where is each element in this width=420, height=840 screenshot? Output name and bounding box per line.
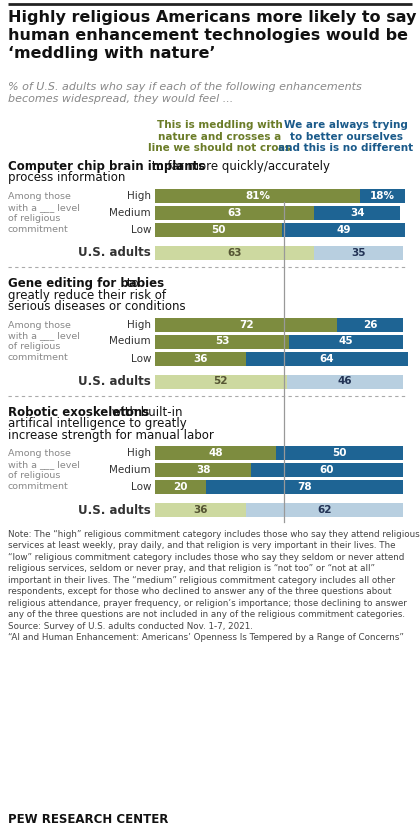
Text: U.S. adults: U.S. adults: [78, 246, 151, 260]
Text: 36: 36: [193, 505, 208, 515]
Text: to: to: [123, 277, 139, 290]
Text: Low: Low: [131, 482, 151, 492]
Bar: [155, 351, 246, 365]
Text: PEW RESEARCH CENTER: PEW RESEARCH CENTER: [8, 813, 168, 826]
Text: High: High: [127, 448, 151, 458]
Text: serious diseases or conditions: serious diseases or conditions: [8, 300, 186, 313]
Bar: [155, 463, 251, 477]
Text: 72: 72: [239, 319, 253, 329]
Text: High: High: [127, 319, 151, 329]
Text: 45: 45: [339, 337, 353, 346]
Text: Highly religious Americans more likely to say certain
human enhancement technolo: Highly religious Americans more likely t…: [8, 10, 420, 61]
Text: Computer chip brain implants: Computer chip brain implants: [8, 160, 205, 173]
Text: 46: 46: [337, 376, 352, 386]
Bar: [155, 446, 276, 460]
Text: Medium: Medium: [109, 208, 151, 218]
Text: 52: 52: [213, 376, 228, 386]
Text: 60: 60: [320, 465, 334, 475]
Bar: [337, 318, 403, 332]
Text: Note: The “high” religious commitment category includes those who say they atten: Note: The “high” religious commitment ca…: [8, 530, 420, 642]
Bar: [155, 375, 286, 388]
Bar: [246, 351, 408, 365]
Text: Gene editing for babies: Gene editing for babies: [8, 277, 164, 290]
Text: Medium: Medium: [109, 337, 151, 346]
Text: artifical intelligence to greatly: artifical intelligence to greatly: [8, 417, 187, 430]
Bar: [155, 318, 337, 332]
Text: 63: 63: [228, 208, 242, 218]
Text: process information: process information: [8, 171, 126, 185]
Text: increase strength for manual labor: increase strength for manual labor: [8, 428, 214, 442]
Text: U.S. adults: U.S. adults: [78, 375, 151, 388]
Text: Among those
with a ___ level
of religious
commitment: Among those with a ___ level of religiou…: [8, 449, 80, 491]
Bar: [315, 246, 403, 260]
Text: to far more quickly/accurately: to far more quickly/accurately: [148, 160, 330, 173]
Bar: [251, 463, 403, 477]
Bar: [155, 223, 281, 237]
Text: greatly reduce their risk of: greatly reduce their risk of: [8, 288, 166, 302]
Text: with built-in: with built-in: [108, 406, 183, 418]
Text: Medium: Medium: [109, 465, 151, 475]
Text: Among those
with a ___ level
of religious
commitment: Among those with a ___ level of religiou…: [8, 321, 80, 362]
Text: % of U.S. adults who say if each of the following enhancements
becomes widesprea: % of U.S. adults who say if each of the …: [8, 82, 362, 104]
Text: Among those
with a ___ level
of religious
commitment: Among those with a ___ level of religiou…: [8, 192, 80, 234]
Text: 34: 34: [350, 208, 365, 218]
Bar: [360, 189, 405, 203]
Text: This is meddling with
nature and crosses a
line we should not cross: This is meddling with nature and crosses…: [148, 120, 291, 153]
Text: 20: 20: [173, 482, 188, 492]
Text: 50: 50: [211, 225, 226, 235]
Text: U.S. adults: U.S. adults: [78, 503, 151, 517]
Text: 53: 53: [215, 337, 229, 346]
Text: 78: 78: [297, 482, 312, 492]
Text: Low: Low: [131, 225, 151, 235]
Bar: [315, 206, 400, 220]
Text: 50: 50: [333, 448, 347, 458]
Text: 81%: 81%: [245, 191, 270, 201]
Text: 26: 26: [363, 319, 377, 329]
Bar: [246, 503, 403, 517]
Bar: [155, 206, 315, 220]
Text: 36: 36: [193, 354, 208, 364]
Text: We are always trying
to better ourselves
and this is no different: We are always trying to better ourselves…: [278, 120, 414, 153]
Bar: [155, 334, 289, 349]
Text: 62: 62: [317, 505, 332, 515]
Bar: [281, 223, 405, 237]
Text: 35: 35: [352, 248, 366, 258]
Text: 49: 49: [336, 225, 351, 235]
Text: 18%: 18%: [370, 191, 395, 201]
Text: Robotic exoskeletons: Robotic exoskeletons: [8, 406, 149, 418]
Bar: [155, 246, 315, 260]
Text: High: High: [127, 191, 151, 201]
Text: 64: 64: [320, 354, 334, 364]
Bar: [289, 334, 403, 349]
Bar: [155, 480, 206, 494]
Bar: [286, 375, 403, 388]
Text: Low: Low: [131, 354, 151, 364]
Text: 38: 38: [196, 465, 210, 475]
Bar: [206, 480, 403, 494]
Bar: [155, 189, 360, 203]
Bar: [155, 503, 246, 517]
Text: 48: 48: [208, 448, 223, 458]
Bar: [276, 446, 403, 460]
Text: 63: 63: [228, 248, 242, 258]
